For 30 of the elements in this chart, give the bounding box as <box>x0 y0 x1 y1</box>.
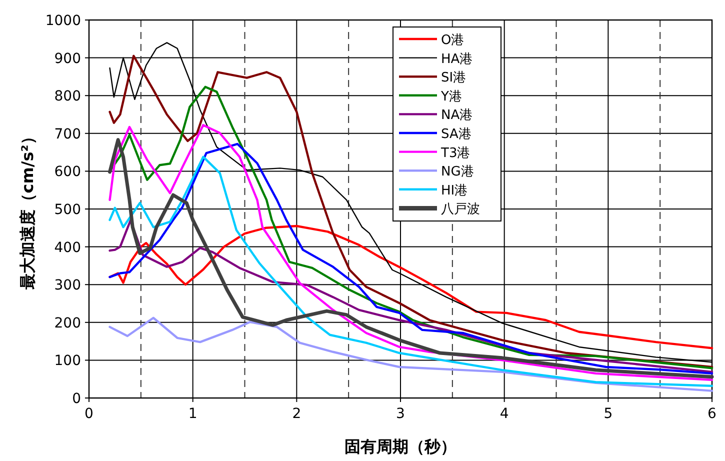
legend-label: NA港 <box>441 108 473 124</box>
y-tick-label: 200 <box>54 315 81 332</box>
y-tick-label: 500 <box>54 202 81 218</box>
x-tick-label: 6 <box>708 406 717 422</box>
legend-label: HI港 <box>441 183 468 198</box>
x-tick-label: 5 <box>604 406 613 422</box>
y-axis-title: 最大加速度（cm/s²） <box>18 128 37 290</box>
x-tick-label: 1 <box>188 406 198 422</box>
y-tick-label: 700 <box>54 126 81 142</box>
legend-label: NG港 <box>441 164 474 180</box>
legend-label: Y港 <box>440 89 462 104</box>
y-tick-label: 600 <box>54 164 81 180</box>
legend-label: SI港 <box>441 70 466 86</box>
x-tick-label: 2 <box>292 406 302 422</box>
x-axis-title: 固有周期（秒） <box>344 437 456 456</box>
legend-label: 八戸波 <box>441 202 480 218</box>
legend-label: T3港 <box>440 146 470 161</box>
x-tick-label: 3 <box>396 406 405 422</box>
x-tick-label: 4 <box>500 406 509 422</box>
y-tick-label: 0 <box>72 391 81 407</box>
x-tick-label: 0 <box>84 406 94 422</box>
y-tick-label: 300 <box>54 278 81 294</box>
y-tick-label: 400 <box>54 240 81 256</box>
y-tick-label: 100 <box>54 353 81 370</box>
y-tick-label: 1000 <box>45 13 81 29</box>
y-tick-label: 800 <box>54 88 81 105</box>
legend-label: HA港 <box>441 52 473 67</box>
legend-label: O港 <box>441 33 464 48</box>
y-tick-label: 900 <box>54 50 81 67</box>
legend-label: SA港 <box>441 127 472 142</box>
